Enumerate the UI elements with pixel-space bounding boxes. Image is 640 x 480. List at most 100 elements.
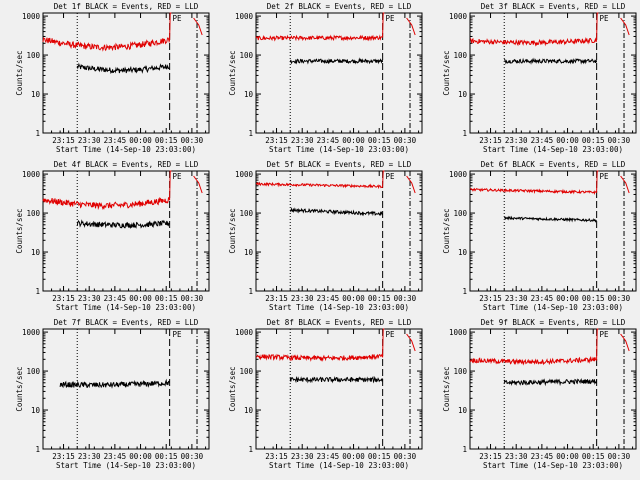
lld-decay-tail — [406, 17, 416, 36]
x-tick-label: 23:45 — [104, 136, 127, 145]
x-tick-label: 23:45 — [317, 136, 340, 145]
y-tick-label: 10 — [31, 248, 41, 257]
y-tick-label: 1 — [248, 287, 253, 296]
x-tick-label: 23:45 — [104, 294, 127, 303]
y-tick-label: 100 — [26, 209, 40, 218]
y-tick-label: 1000 — [235, 328, 254, 337]
y-tick-label: 1 — [248, 129, 253, 138]
y-tick-label: 1000 — [22, 328, 41, 337]
plot-frame — [42, 170, 210, 292]
lld-decay-tail — [406, 175, 416, 194]
x-tick-label: 23:15 — [265, 136, 288, 145]
x-tick-label: 23:45 — [531, 136, 554, 145]
x-tick-label: 23:45 — [317, 294, 340, 303]
y-tick-label: 1000 — [449, 170, 468, 179]
x-tick-label: 23:15 — [479, 452, 502, 461]
x-tick-label: 00:30 — [608, 136, 631, 145]
x-tick-label: 00:00 — [556, 294, 579, 303]
y-axis-label: Counts/sec — [228, 50, 237, 95]
detector-panel: Det 2f BLACK = Events, RED = LLD 1 10 100 10… — [228, 2, 423, 154]
panel-title: Det 5f BLACK = Events, RED = LLD — [267, 160, 412, 169]
x-tick-label: 23:15 — [479, 294, 502, 303]
panel-title: Det 4f BLACK = Events, RED = LLD — [54, 160, 199, 169]
x-axis-label: Start Time (14-Sep-10 23:03:00) — [269, 303, 409, 312]
lld-decay-tail — [620, 175, 630, 194]
x-tick-label: 00:15 — [368, 136, 391, 145]
x-tick-label: 00:00 — [342, 136, 365, 145]
series-line-events — [503, 57, 598, 65]
y-tick-label: 10 — [458, 90, 468, 99]
x-tick-label: 23:15 — [52, 136, 75, 145]
y-axis-label: Counts/sec — [442, 50, 451, 95]
y-tick-label: 100 — [239, 51, 253, 60]
detector-panel: Det 4f BLACK = Events, RED = LLD 1 10 100 10… — [15, 160, 210, 312]
x-tick-label: 00:15 — [582, 294, 605, 303]
x-tick-label: 23:30 — [291, 136, 314, 145]
x-tick-label: 00:15 — [155, 136, 178, 145]
plot-frame — [469, 12, 637, 134]
plot-frame — [469, 170, 637, 292]
series-line-lld — [469, 170, 599, 195]
marker-box — [385, 14, 396, 22]
marker-box — [599, 330, 610, 338]
y-tick-label: 100 — [26, 51, 40, 60]
y-tick-label: 10 — [244, 90, 254, 99]
y-axis-label: Counts/sec — [228, 208, 237, 253]
series-line-events — [76, 219, 170, 229]
x-tick-label: 23:45 — [531, 294, 554, 303]
x-tick-label: 00:15 — [582, 452, 605, 461]
y-tick-label: 1000 — [235, 170, 254, 179]
x-tick-label: 00:00 — [129, 294, 152, 303]
y-tick-label: 1 — [462, 287, 467, 296]
lld-decay-tail — [406, 333, 416, 352]
y-tick-label: 1 — [35, 287, 40, 296]
y-axis-label: Counts/sec — [15, 366, 24, 411]
detector-panel: Det 1f BLACK = Events, RED = LLD 1 10 100 10… — [15, 2, 210, 154]
lld-decay-tail — [620, 333, 630, 352]
panel-title: Det 1f BLACK = Events, RED = LLD — [54, 2, 199, 11]
pe-marker-label: PE — [600, 330, 610, 339]
series-line-lld — [469, 328, 599, 366]
plot-frame — [469, 328, 637, 450]
x-tick-label: 00:30 — [181, 136, 204, 145]
series-line-lld — [256, 170, 385, 190]
x-tick-label: 23:15 — [265, 294, 288, 303]
series-line-events — [76, 62, 170, 75]
y-axis-label: Counts/sec — [15, 50, 24, 95]
x-axis-label: Start Time (14-Sep-10 23:03:00) — [56, 145, 196, 154]
x-tick-label: 23:30 — [78, 294, 101, 303]
x-tick-label: 00:00 — [556, 452, 579, 461]
series-line-lld — [42, 12, 172, 52]
x-tick-label: 00:15 — [155, 452, 178, 461]
y-tick-label: 100 — [239, 367, 253, 376]
x-tick-label: 23:45 — [104, 452, 127, 461]
y-tick-label: 10 — [244, 248, 254, 257]
x-tick-label: 00:15 — [368, 452, 391, 461]
x-tick-label: 00:15 — [582, 136, 605, 145]
x-tick-label: 00:30 — [608, 294, 631, 303]
plot-frame — [255, 170, 423, 292]
x-tick-label: 00:15 — [368, 294, 391, 303]
x-axis-label: Start Time (14-Sep-10 23:03:00) — [56, 461, 196, 470]
x-axis-label: Start Time (14-Sep-10 23:03:00) — [56, 303, 196, 312]
y-tick-label: 10 — [31, 406, 41, 415]
x-axis-label: Start Time (14-Sep-10 23:03:00) — [269, 145, 409, 154]
x-tick-label: 23:45 — [317, 452, 340, 461]
x-tick-label: 00:00 — [342, 294, 365, 303]
pe-marker-label: PE — [386, 172, 396, 181]
pe-marker-label: PE — [600, 14, 610, 23]
x-tick-label: 23:30 — [78, 452, 101, 461]
detector-panel: Det 5f BLACK = Events, RED = LLD 1 10 100 10… — [228, 160, 423, 312]
marker-box — [172, 14, 183, 22]
y-tick-label: 100 — [26, 367, 40, 376]
panel-title: Det 8f BLACK = Events, RED = LLD — [267, 318, 412, 327]
y-tick-label: 100 — [453, 367, 467, 376]
y-tick-label: 1000 — [22, 170, 41, 179]
x-tick-label: 00:30 — [181, 452, 204, 461]
y-tick-label: 10 — [458, 406, 468, 415]
detector-panel: Det 8f BLACK = Events, RED = LLD 1 10 100 10… — [228, 318, 423, 470]
x-tick-label: 00:30 — [394, 294, 417, 303]
x-tick-label: 00:00 — [129, 452, 152, 461]
x-tick-label: 23:30 — [505, 136, 528, 145]
